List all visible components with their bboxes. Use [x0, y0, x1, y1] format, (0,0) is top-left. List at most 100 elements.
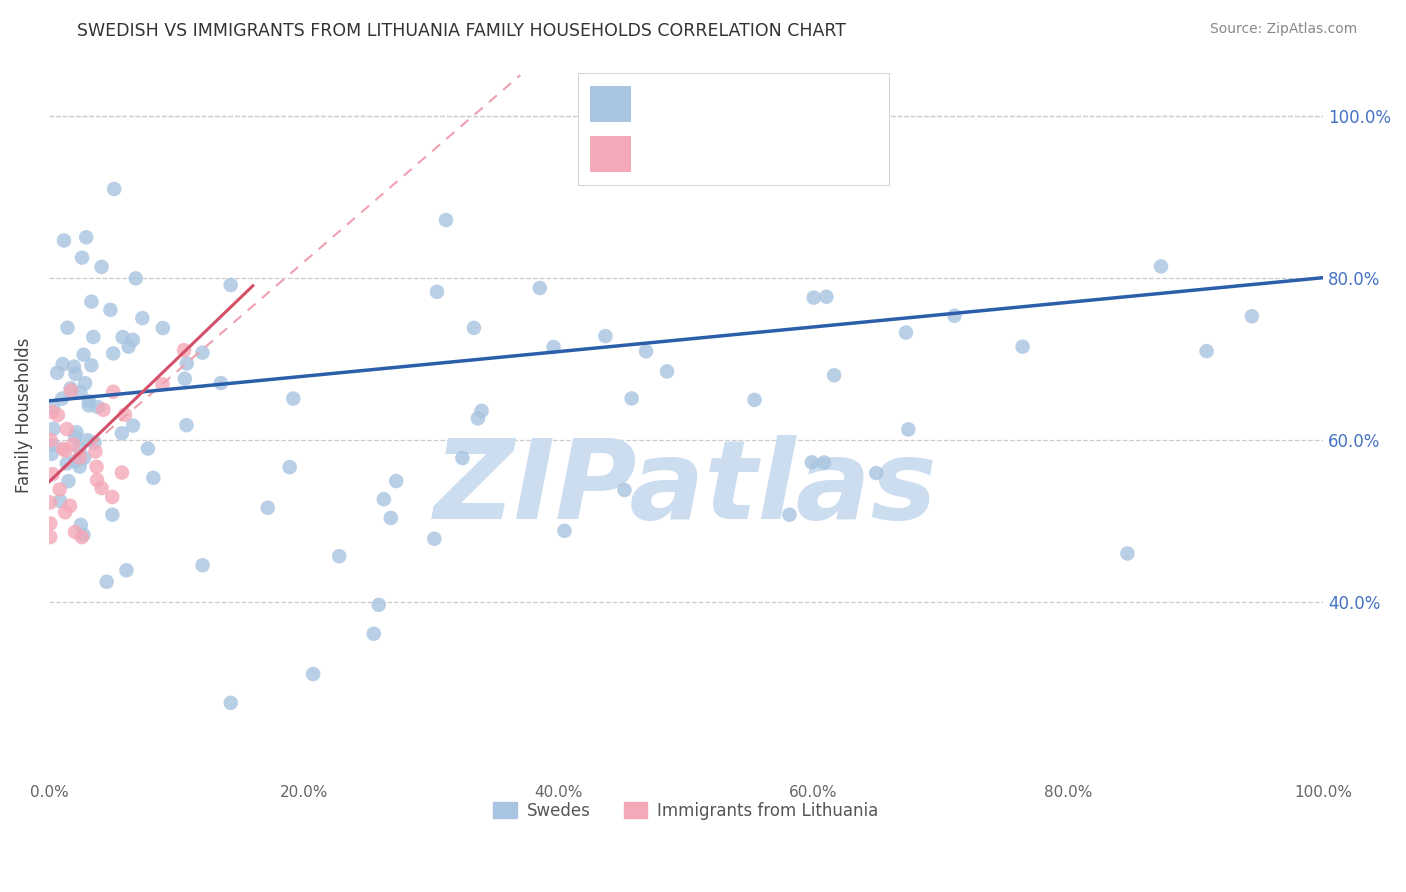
Point [434, 213, 457, 227]
Point [59, 381, 82, 395]
Point [613, 483, 636, 497]
Point [423, 532, 446, 546]
Point [894, 326, 917, 340]
Point [100, 302, 122, 317]
Point [70, 530, 93, 544]
Point [65, 425, 87, 440]
Point [56, 422, 79, 436]
Point [63, 359, 86, 374]
Text: Source: ZipAtlas.com: Source: ZipAtlas.com [1209, 22, 1357, 37]
Point [103, 384, 125, 399]
Point [467, 411, 489, 425]
Point [191, 558, 214, 573]
Point [75, 376, 97, 391]
Point [367, 598, 389, 612]
Point [122, 418, 145, 433]
Point [122, 333, 145, 347]
Point [73, 450, 96, 465]
Point [63, 430, 86, 444]
Point [65, 454, 87, 468]
Point [595, 329, 617, 343]
Point [86, 473, 108, 487]
Point [111, 466, 134, 480]
Point [80, 294, 103, 309]
Point [823, 368, 845, 383]
Point [426, 285, 449, 299]
Point [209, 376, 232, 390]
Point [103, 346, 125, 360]
Point [451, 451, 474, 466]
Y-axis label: Family Households: Family Households [15, 338, 32, 493]
Point [39, 495, 62, 509]
Point [39, 516, 62, 531]
Point [46, 408, 69, 422]
Point [529, 281, 551, 295]
Point [86, 400, 108, 414]
Point [219, 696, 242, 710]
Point [69, 450, 91, 465]
Point [49, 494, 72, 508]
Point [42, 422, 65, 436]
Point [744, 392, 766, 407]
Point [42, 401, 65, 415]
Point [72, 348, 94, 362]
Point [58, 474, 80, 488]
Point [779, 508, 801, 522]
Point [131, 311, 153, 326]
Point [815, 290, 838, 304]
Point [111, 330, 134, 344]
Text: ZIPatlas: ZIPatlas [434, 435, 938, 542]
Point [41, 447, 63, 461]
Point [803, 291, 825, 305]
Point [84, 444, 107, 458]
Point [39, 530, 62, 544]
Point [75, 230, 97, 244]
Point [70, 251, 93, 265]
Point [72, 528, 94, 542]
Point [83, 435, 105, 450]
Point [111, 426, 134, 441]
Point [897, 422, 920, 436]
Point [69, 459, 91, 474]
Point [53, 505, 76, 519]
Point [53, 234, 76, 248]
Point [82, 330, 104, 344]
Point [51, 392, 73, 406]
Point [80, 359, 103, 373]
Point [93, 402, 115, 417]
Point [152, 321, 174, 335]
Point [655, 364, 678, 378]
Point [42, 438, 65, 452]
Point [219, 278, 242, 293]
Point [62, 437, 84, 451]
Point [77, 398, 100, 412]
Point [69, 442, 91, 456]
Point [1195, 344, 1218, 359]
Point [1116, 547, 1139, 561]
Point [63, 524, 86, 539]
Point [302, 667, 325, 681]
Point [278, 460, 301, 475]
Legend: Swedes, Immigrants from Lithuania: Swedes, Immigrants from Lithuania [486, 796, 886, 827]
Point [385, 474, 408, 488]
Text: SWEDISH VS IMMIGRANTS FROM LITHUANIA FAMILY HOUSEHOLDS CORRELATION CHART: SWEDISH VS IMMIGRANTS FROM LITHUANIA FAM… [77, 22, 846, 40]
Point [65, 367, 87, 381]
Point [101, 490, 124, 504]
Point [256, 500, 278, 515]
Point [59, 384, 82, 398]
Point [48, 483, 70, 497]
Point [39, 433, 62, 447]
Point [283, 392, 305, 406]
Point [101, 508, 124, 522]
Point [52, 442, 75, 456]
Point [943, 309, 966, 323]
Point [77, 394, 100, 409]
Point [636, 344, 658, 359]
Point [46, 366, 69, 380]
Point [56, 320, 79, 334]
Point [553, 524, 575, 538]
Point [173, 372, 195, 386]
Point [125, 271, 148, 285]
Point [90, 260, 112, 274]
Point [373, 492, 395, 507]
